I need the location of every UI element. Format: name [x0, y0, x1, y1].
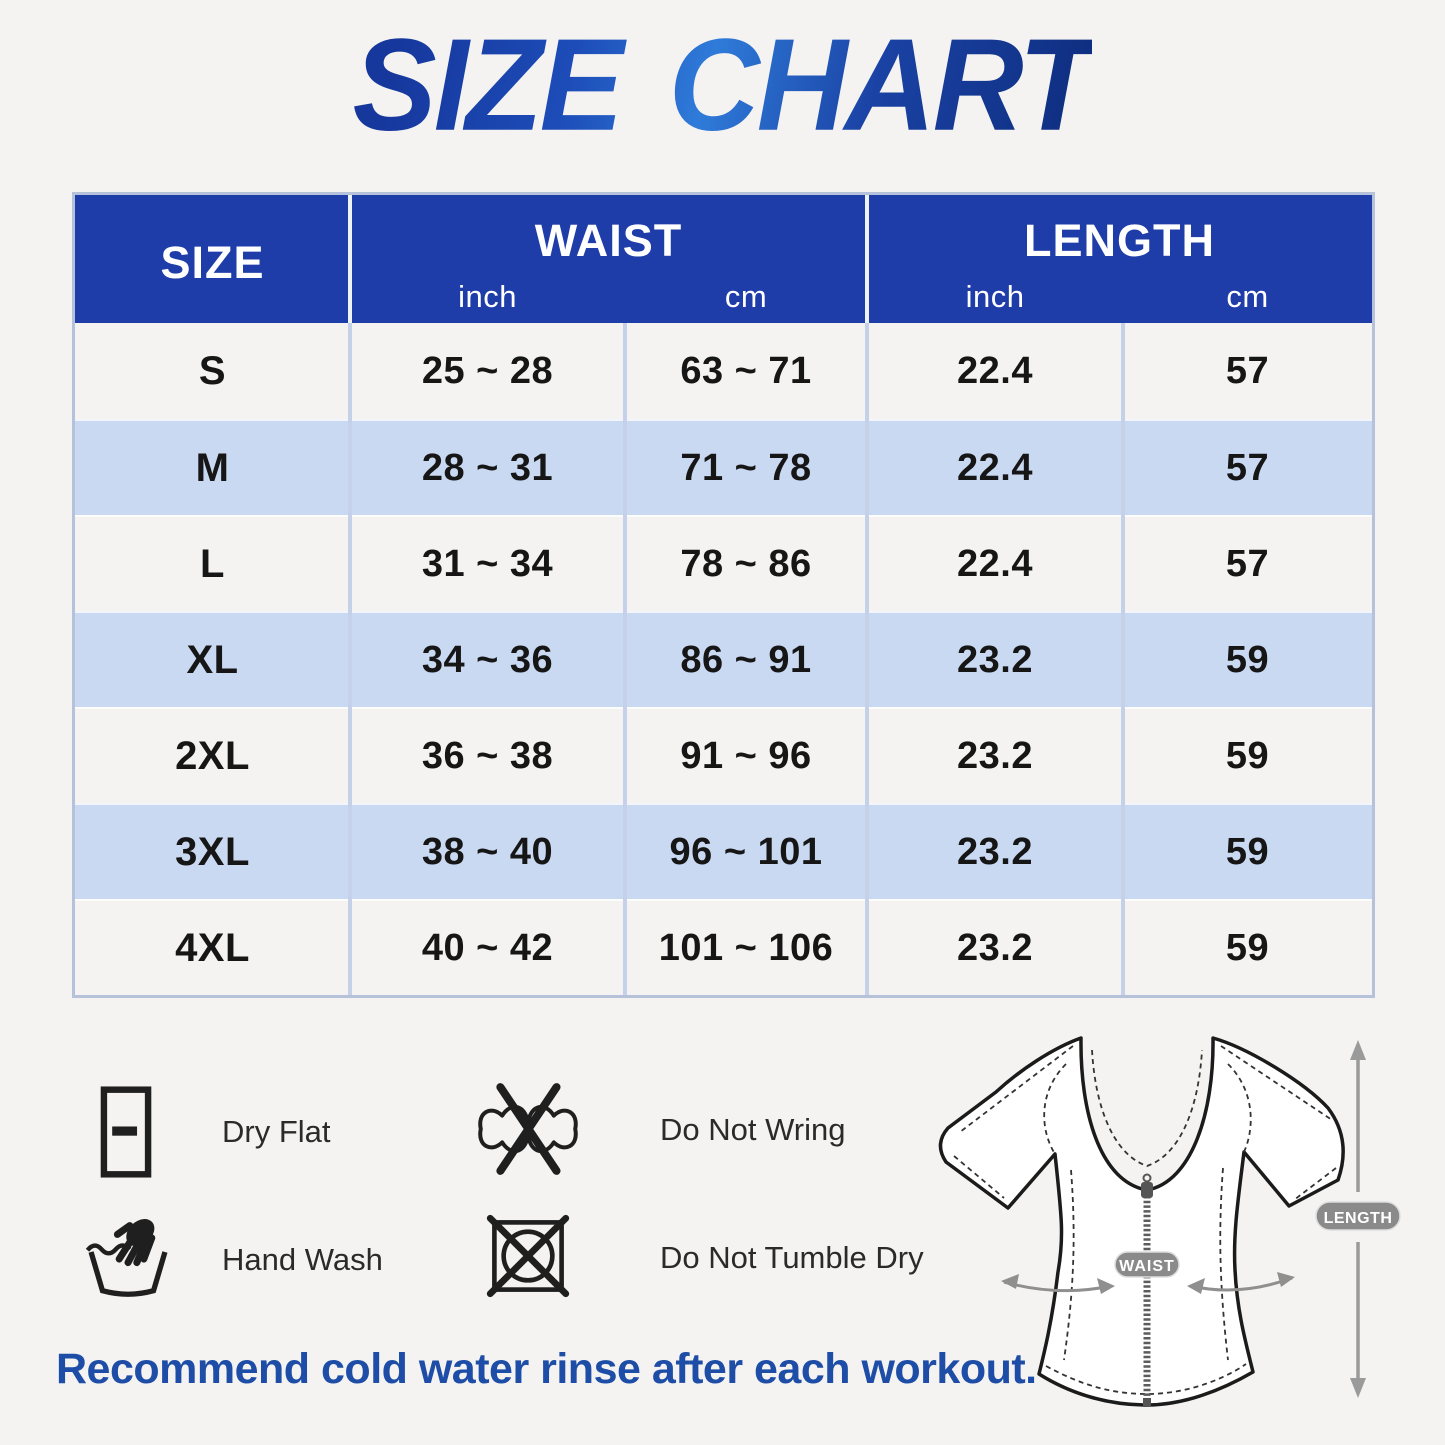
cell-l-size: L [200, 541, 225, 586]
header-waist-label: WAIST [534, 215, 683, 266]
cell-s-size: S [198, 348, 227, 393]
cell-3xl-waist_cm: 96 ~ 101 [669, 830, 823, 873]
waist-arrows [1001, 1272, 1295, 1294]
hand-wash-icon [85, 1219, 168, 1297]
cell-2xl-size: 2XL [175, 733, 250, 778]
cell-4xl-waist_in: 40 ~ 42 [421, 926, 554, 969]
cell-2xl-waist_cm: 91 ~ 96 [680, 734, 812, 777]
table-body: S 25 ~ 28 63 ~ 71 22.4 57 M 28 ~ 31 71 ~ 78 22.4… [75, 323, 1372, 995]
care-label-do-not-tumble-dry: Do Not Tumble Dry [660, 1240, 924, 1275]
footer-note: Recommend cold water rinse after each wo… [56, 1345, 1037, 1393]
waist-pill: WAIST [1114, 1251, 1180, 1278]
garment-outline [938, 1036, 1345, 1407]
cell-3xl-len_in: 23.2 [957, 830, 1033, 873]
table-row-S: S 25 ~ 28 63 ~ 71 22.4 57 [75, 323, 1372, 419]
title-wrap: SIZE CHART [0, 11, 1445, 158]
cell-l-len_in: 22.4 [957, 542, 1033, 585]
table-row-3XL: 3XL 38 ~ 40 96 ~ 101 23.2 59 [75, 803, 1372, 899]
header-group-waist: WAIST inch cm [350, 195, 867, 323]
length-pill: LENGTH [1315, 1201, 1401, 1231]
size-table: SIZE WAIST inch cm LENGTH inch cm S 25 ~ … [72, 192, 1375, 998]
do-not-tumble-dry-icon [486, 1214, 570, 1298]
table-row-XL: XL 34 ~ 36 86 ~ 91 23.2 59 [75, 611, 1372, 707]
cell-xl-len_in: 23.2 [957, 638, 1033, 681]
table-divider [1121, 323, 1125, 995]
header-length-label: LENGTH [1024, 215, 1215, 266]
do-not-wring-icon [478, 1083, 578, 1175]
header-length-units: inch cm [867, 279, 1372, 315]
cell-2xl-waist_in: 36 ~ 38 [421, 734, 554, 777]
waist-unit-inch: inch [458, 279, 517, 314]
cell-s-waist_cm: 63 ~ 71 [680, 349, 812, 392]
cell-s-waist_in: 25 ~ 28 [421, 349, 554, 392]
length-pill-label: LENGTH [1324, 1210, 1393, 1227]
care-label-do-not-wring: Do Not Wring [660, 1112, 846, 1147]
table-divider [623, 323, 627, 995]
header-waist-units: inch cm [350, 279, 867, 315]
dry-flat-icon [100, 1086, 152, 1178]
cell-s-len_cm: 57 [1225, 349, 1270, 392]
zipper [1141, 1173, 1153, 1406]
cell-2xl-len_cm: 59 [1225, 734, 1270, 777]
cell-m-waist_cm: 71 ~ 78 [680, 446, 812, 489]
page-title: SIZE CHART [352, 11, 1096, 158]
cell-3xl-len_cm: 59 [1225, 830, 1270, 873]
cell-4xl-len_in: 23.2 [957, 926, 1033, 969]
table-divider [348, 323, 352, 995]
cell-m-len_in: 22.4 [957, 446, 1033, 489]
header-size-label: SIZE [160, 237, 265, 288]
table-divider [865, 195, 869, 323]
cell-4xl-len_cm: 59 [1225, 926, 1270, 969]
cell-2xl-len_in: 23.2 [957, 734, 1033, 777]
length-arrow [1350, 1040, 1366, 1398]
table-divider [865, 323, 869, 995]
cell-xl-len_cm: 59 [1225, 638, 1270, 681]
table-row-L: L 31 ~ 34 78 ~ 86 22.4 57 [75, 515, 1372, 611]
header-group-length: LENGTH inch cm [867, 195, 1372, 323]
length-unit-cm: cm [1226, 279, 1269, 314]
cell-m-waist_in: 28 ~ 31 [421, 446, 554, 489]
cell-s-len_in: 22.4 [957, 349, 1033, 392]
header-group-size: SIZE [75, 195, 350, 323]
care-label-hand-wash: Hand Wash [222, 1242, 383, 1277]
table-divider [348, 195, 352, 323]
cell-l-len_cm: 57 [1225, 542, 1270, 585]
care-label-dry-flat: Dry Flat [222, 1114, 331, 1149]
cell-xl-waist_in: 34 ~ 36 [421, 638, 554, 681]
cell-3xl-waist_in: 38 ~ 40 [421, 830, 554, 873]
garment-diagram: WAIST LENGTH [938, 1036, 1401, 1407]
cell-4xl-size: 4XL [175, 925, 250, 970]
cell-m-size: M [195, 445, 230, 490]
cell-xl-waist_cm: 86 ~ 91 [680, 638, 812, 681]
cell-3xl-size: 3XL [175, 829, 250, 874]
cell-4xl-waist_cm: 101 ~ 106 [658, 926, 834, 969]
waist-pill-label: WAIST [1119, 1258, 1175, 1275]
table-header: SIZE WAIST inch cm LENGTH inch cm [75, 195, 1372, 323]
waist-unit-cm: cm [724, 279, 768, 314]
table-row-M: M 28 ~ 31 71 ~ 78 22.4 57 [75, 419, 1372, 515]
garment-seams [953, 1045, 1337, 1395]
cell-m-len_cm: 57 [1225, 446, 1270, 489]
table-row-4XL: 4XL 40 ~ 42 101 ~ 106 23.2 59 [75, 899, 1372, 995]
length-unit-inch: inch [965, 279, 1025, 314]
cell-xl-size: XL [186, 637, 239, 682]
cell-l-waist_cm: 78 ~ 86 [680, 542, 812, 585]
cell-l-waist_in: 31 ~ 34 [421, 542, 554, 585]
table-row-2XL: 2XL 36 ~ 38 91 ~ 96 23.2 59 [75, 707, 1372, 803]
